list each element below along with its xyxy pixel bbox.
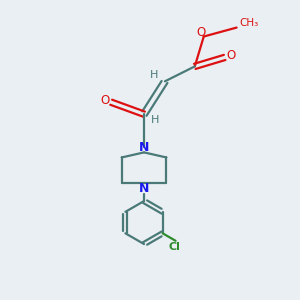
Text: Cl: Cl: [168, 242, 180, 252]
Text: N: N: [139, 182, 149, 195]
Text: CH₃: CH₃: [239, 18, 258, 28]
Text: O: O: [100, 94, 109, 107]
Text: O: O: [197, 26, 206, 39]
Text: H: H: [149, 70, 158, 80]
Text: O: O: [226, 50, 236, 62]
Text: N: N: [139, 140, 149, 154]
Text: H: H: [151, 115, 160, 124]
